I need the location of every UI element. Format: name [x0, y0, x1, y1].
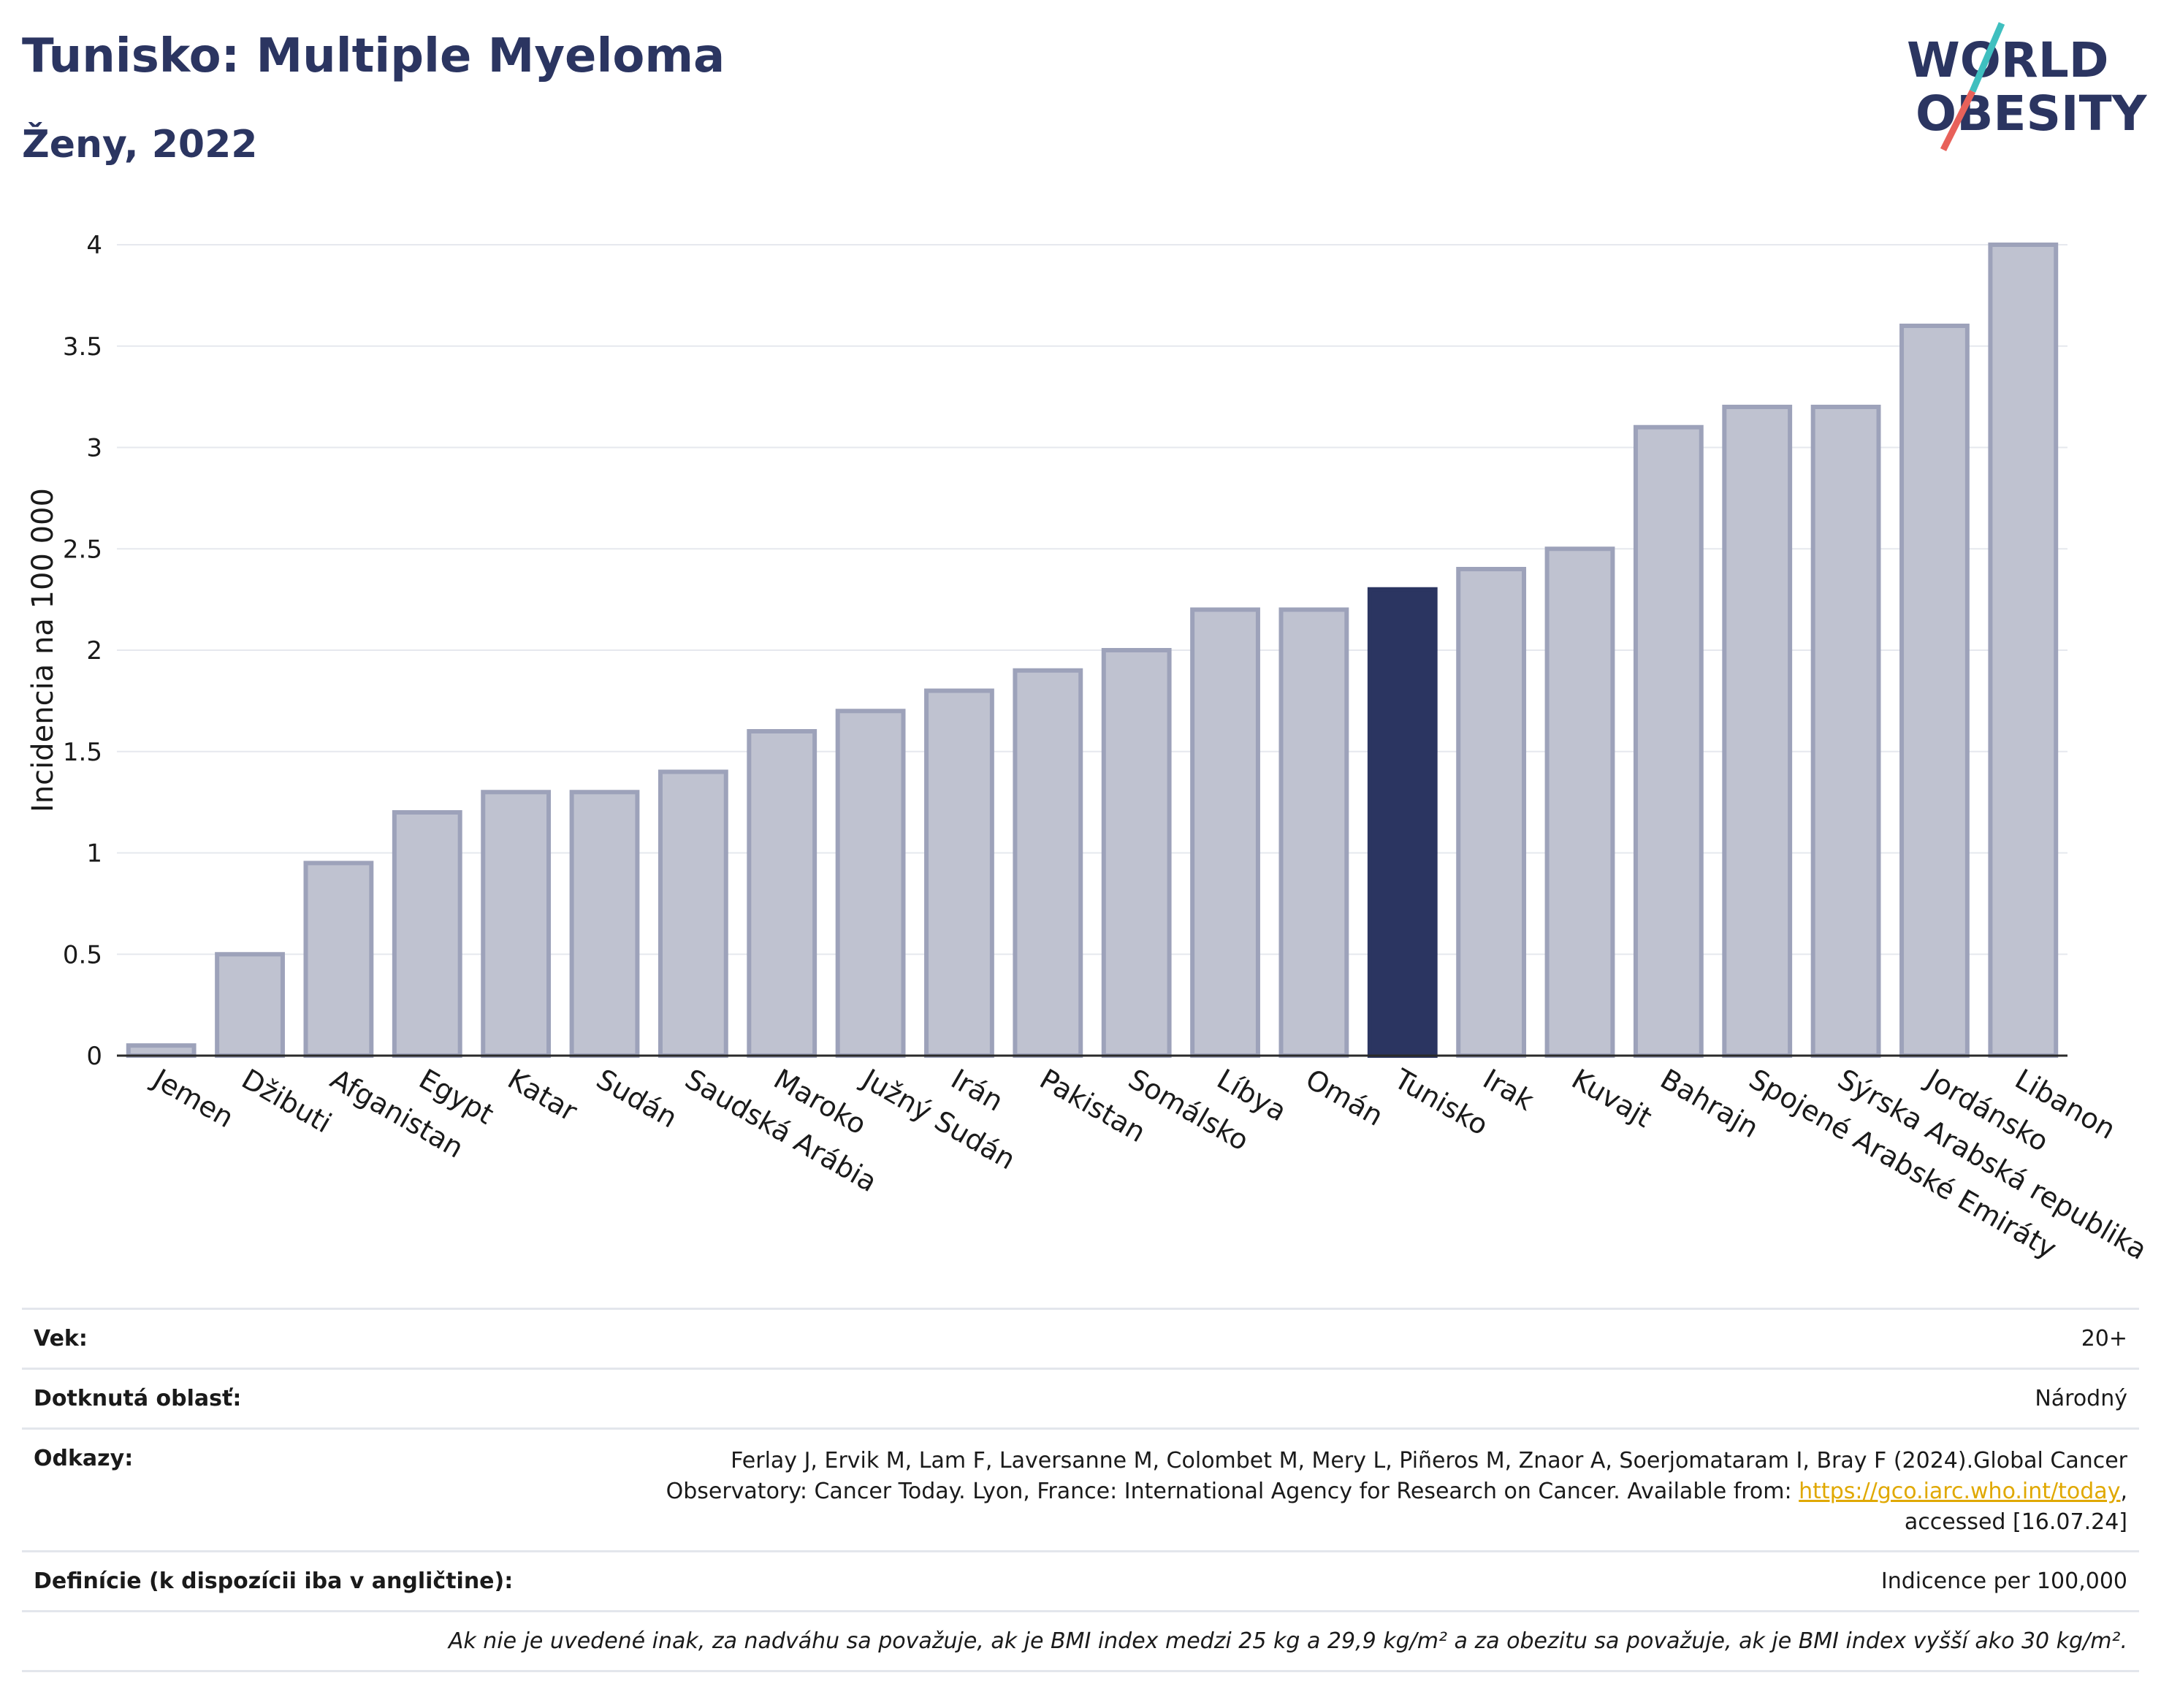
x-tick-label: Omán	[1300, 1063, 1389, 1132]
page-subtitle: Ženy, 2022	[22, 123, 258, 167]
bar-Saudská Arábia	[658, 769, 728, 1058]
world-obesity-logo: WORLD OBESITY	[1907, 22, 2148, 152]
bar-Somálsko	[1101, 648, 1172, 1058]
page-title: Tunisko: Multiple Myeloma	[22, 29, 725, 83]
x-tick-label: Južný Sudán	[855, 1062, 1021, 1176]
bar-Egypt	[392, 810, 462, 1058]
area-label: Dotknutá oblasť:	[34, 1386, 242, 1411]
area-value: Národný	[2035, 1386, 2127, 1411]
bar-Pakistan	[1013, 668, 1083, 1058]
x-tick-label: Jemen	[146, 1062, 239, 1135]
x-tick-label: Irak	[1478, 1063, 1539, 1117]
bar-Južný Sudán	[835, 709, 906, 1058]
y-tick-label: 3.5	[63, 332, 102, 362]
bar-Sudán	[569, 790, 640, 1058]
definitions-label: Definície (k dispozícii iba v angličtine…	[34, 1568, 514, 1594]
logo-slash-red	[1940, 89, 1976, 152]
bar-Irak	[1456, 567, 1527, 1058]
bar-Sýrska Arabská republika	[1810, 405, 1881, 1058]
refs-value: Ferlay J, Ervik M, Lam F, Laversanne M, …	[666, 1446, 2127, 1538]
bar-Maroko	[747, 729, 817, 1058]
obesity-note: Ak nie je uvedené inak, za nadváhu sa po…	[448, 1628, 2127, 1654]
refs-line1: Ferlay J, Ervik M, Lam F, Laversanne M, …	[731, 1448, 2127, 1473]
y-tick-label: 1.5	[63, 738, 102, 767]
bar-Afganistan	[303, 861, 374, 1058]
x-tick-label: Bahrajn	[1655, 1063, 1764, 1145]
y-tick-label: 2.5	[63, 535, 102, 564]
info-row-age: Vek: 20+	[22, 1308, 2139, 1368]
x-tick-label: Kuvajt	[1566, 1063, 1657, 1134]
refs-link[interactable]: https://gco.iarc.who.int/today	[1799, 1479, 2121, 1504]
bar-chart: 0 0.5 1 1.5 2 2.5 3 3.5 4 Incidencia na 100 000 Je…	[26, 231, 2152, 1266]
refs-line2: Observatory: Cancer Today. Lyon, France:…	[666, 1476, 2127, 1507]
age-label: Vek:	[34, 1326, 88, 1351]
logo-slash-teal	[1969, 22, 2005, 93]
bar-Katar	[481, 790, 552, 1058]
x-tick-label: Džibuti	[237, 1063, 338, 1140]
age-value: 20+	[2081, 1326, 2127, 1351]
bar-Irán	[924, 688, 994, 1058]
x-tick-label: Tunisko	[1388, 1062, 1493, 1142]
bar-Jemen	[126, 1043, 197, 1058]
refs-label: Odkazy:	[34, 1446, 134, 1471]
bar-Tunisko	[1367, 587, 1438, 1058]
bar-Líbya	[1190, 607, 1260, 1058]
bottom-divider	[22, 1670, 2139, 1672]
y-tick-label: 0.5	[63, 940, 102, 969]
bar-Jordánsko	[1899, 324, 1970, 1058]
info-row-area: Dotknutá oblasť: Národný	[22, 1368, 2139, 1427]
bar-Omán	[1278, 607, 1349, 1058]
refs-line2-end: ,	[2120, 1479, 2127, 1504]
y-tick-label: 0	[86, 1042, 102, 1071]
info-row-note: Ak nie je uvedené inak, za nadváhu sa po…	[22, 1610, 2139, 1670]
bar-Libanon	[1988, 243, 2059, 1058]
y-tick-label: 1	[86, 839, 102, 869]
x-tick-label: Katar	[503, 1063, 583, 1128]
y-tick-label: 3	[86, 434, 102, 463]
info-row-refs: Odkazy: Ferlay J, Ervik M, Lam F, Lavers…	[22, 1427, 2139, 1550]
y-axis-label: Incidencia na 100 000	[26, 488, 60, 812]
logo-line1: WORLD	[1907, 32, 2109, 88]
bar-Bahrajn	[1633, 424, 1704, 1058]
refs-line2-text: Observatory: Cancer Today. Lyon, France:…	[666, 1479, 1799, 1504]
y-tick-label: 2	[86, 636, 102, 666]
bar-Džibuti	[215, 952, 285, 1058]
bar-Kuvajt	[1544, 546, 1615, 1058]
y-tick-label: 4	[86, 231, 102, 260]
definitions-value: Indicence per 100,000	[1880, 1568, 2127, 1594]
bar-Spojené Arabské Emiráty	[1722, 405, 1793, 1058]
x-tick-label: Sudán	[591, 1063, 683, 1135]
info-row-definitions: Definície (k dispozícii iba v angličtine…	[22, 1550, 2139, 1610]
refs-line3: accessed [16.07.24]	[1904, 1509, 2127, 1535]
